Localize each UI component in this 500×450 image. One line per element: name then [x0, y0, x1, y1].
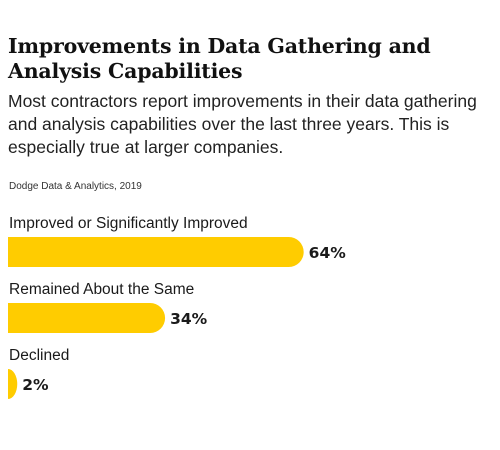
bar	[8, 303, 166, 333]
bar	[8, 369, 18, 399]
bar-chart: Improved or Significantly Improved 64% Rem…	[8, 215, 347, 399]
value-label: 2%	[22, 376, 49, 394]
source-note: Dodge Data & Analytics, 2019	[9, 181, 142, 192]
value-label: 64%	[309, 244, 347, 262]
category-label: Remained About the Same	[9, 281, 194, 298]
chart-title: Improvements in Data Gathering and Analy…	[8, 34, 431, 83]
chart-subtitle: Most contractors report improvements in …	[8, 91, 477, 157]
category-label: Improved or Significantly Improved	[9, 215, 248, 232]
bar	[8, 237, 304, 267]
value-label: 34%	[170, 310, 208, 328]
category-label: Declined	[9, 347, 69, 364]
